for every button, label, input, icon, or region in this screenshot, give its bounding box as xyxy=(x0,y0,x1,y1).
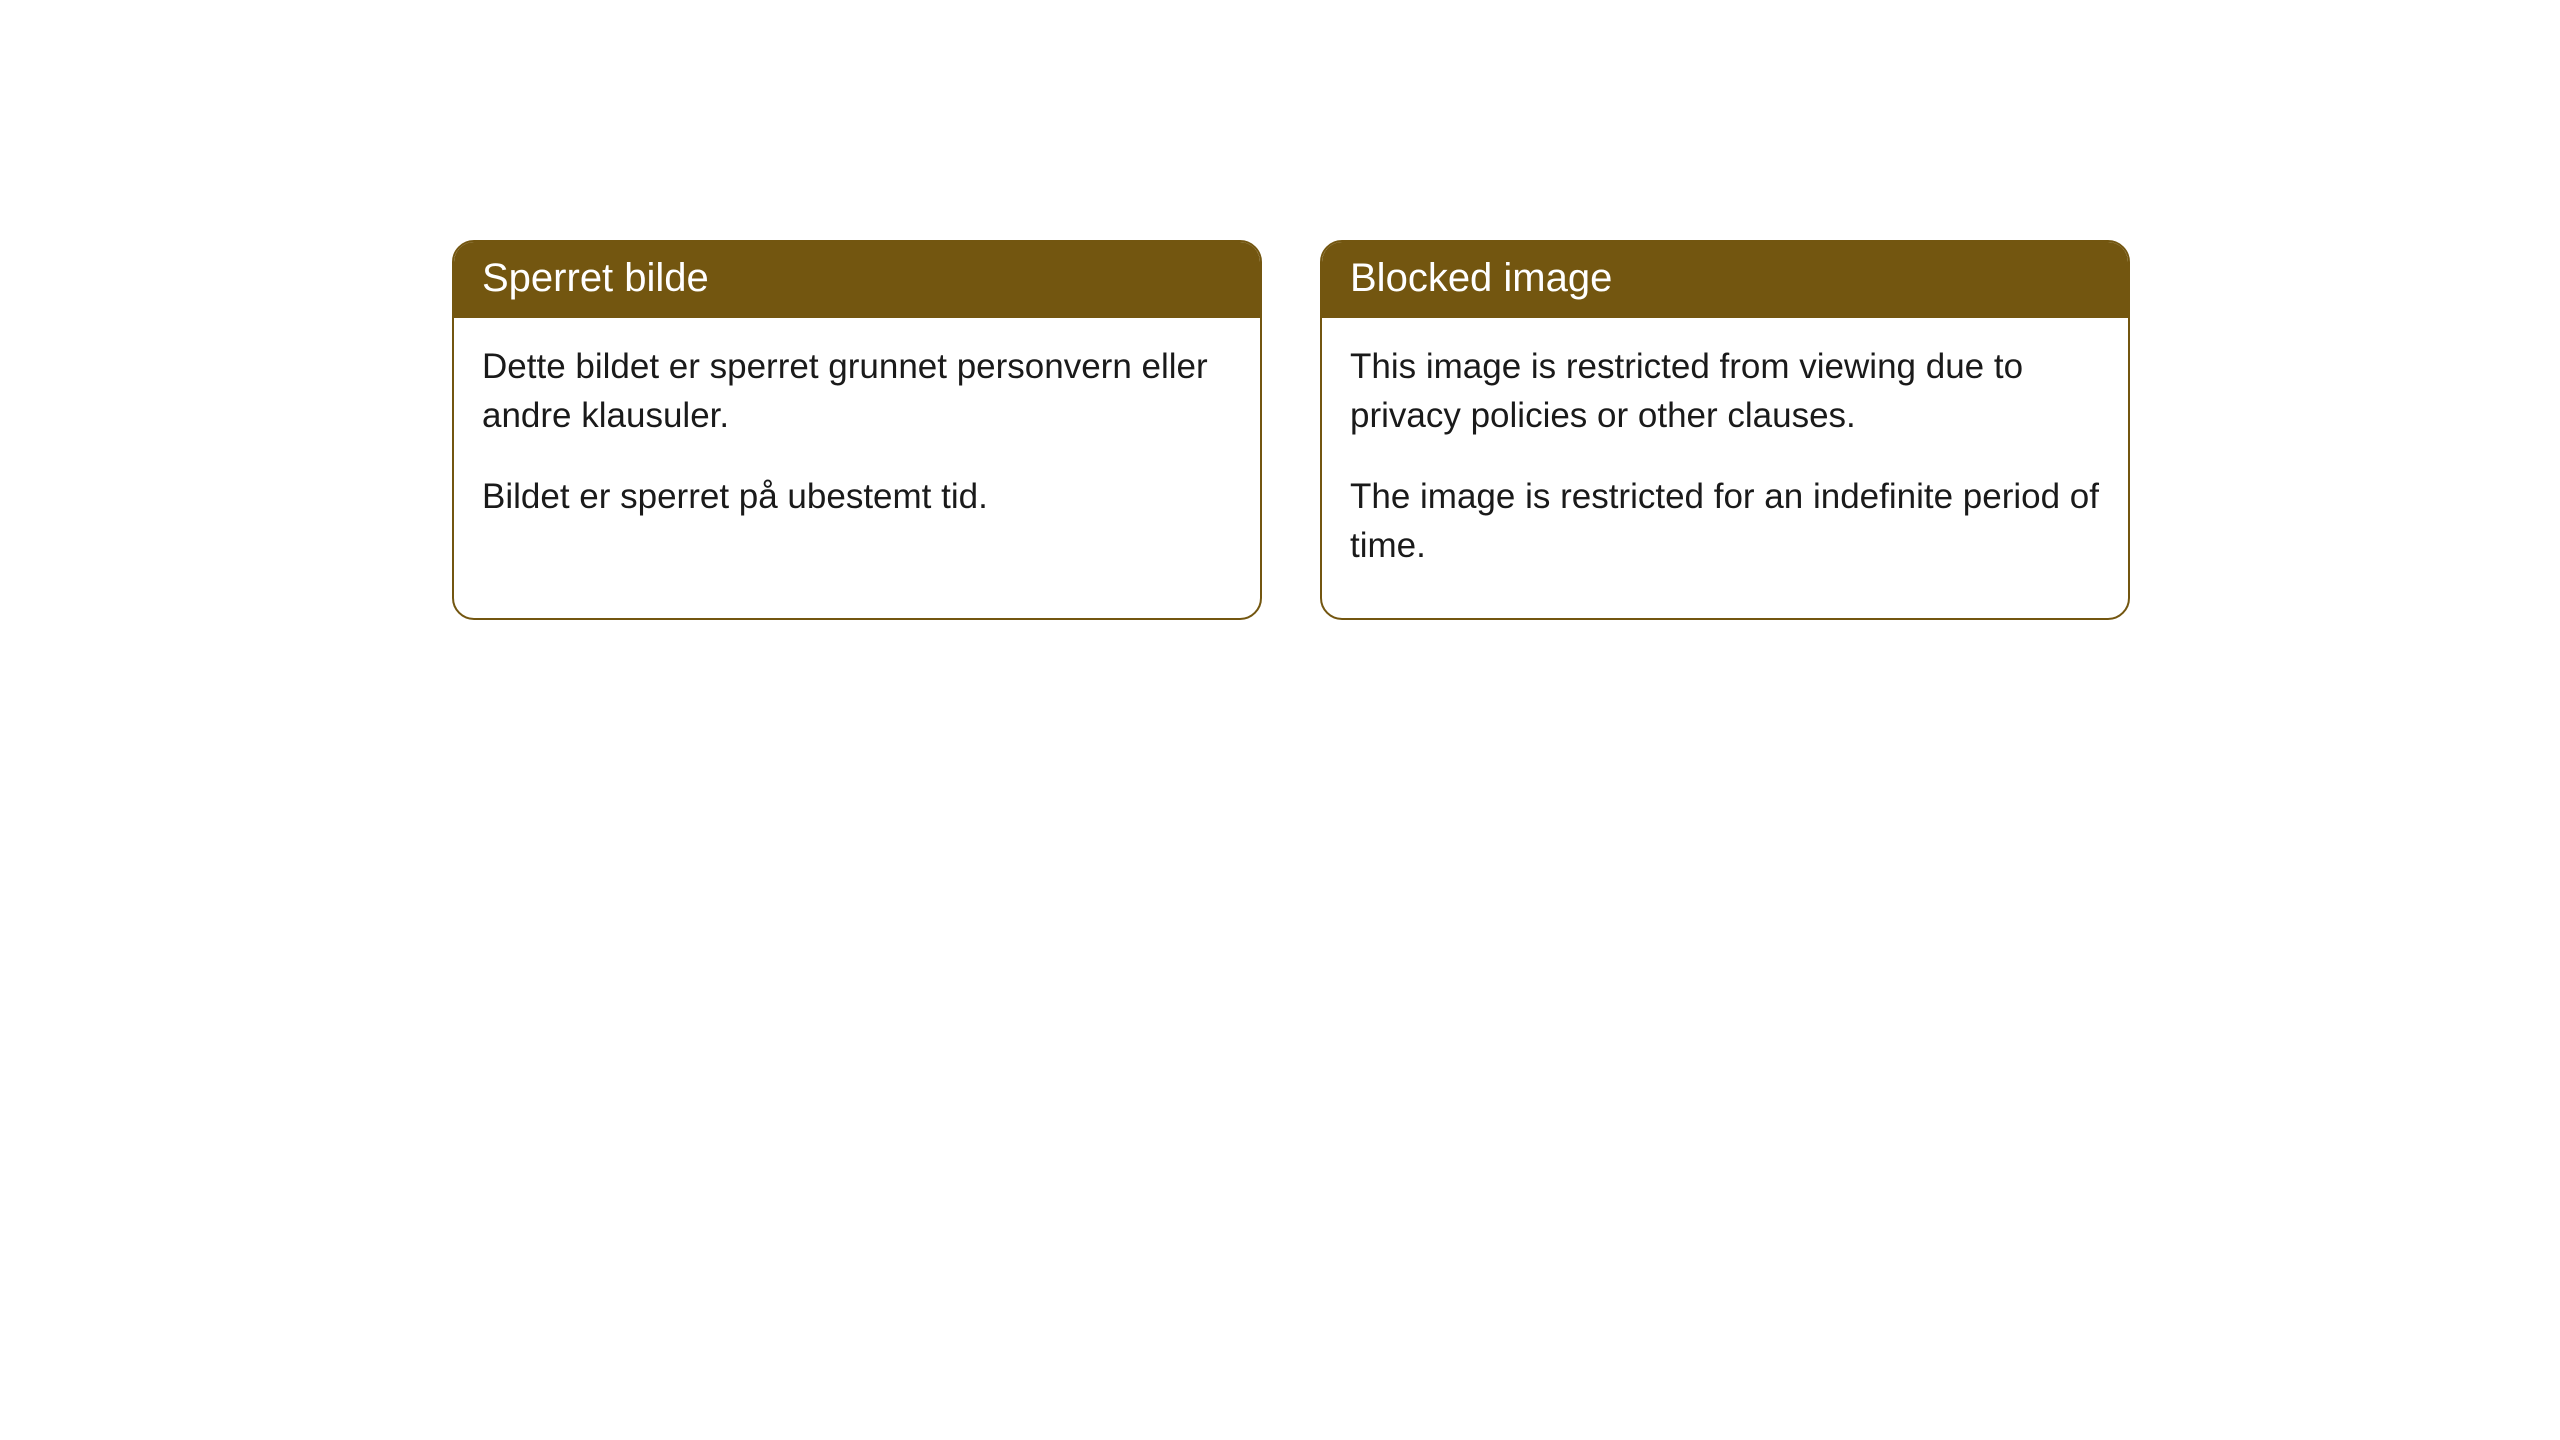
card-paragraph: Dette bildet er sperret grunnet personve… xyxy=(482,342,1232,440)
card-english: Blocked image This image is restricted f… xyxy=(1320,240,2130,620)
card-paragraph: This image is restricted from viewing du… xyxy=(1350,342,2100,440)
card-body-english: This image is restricted from viewing du… xyxy=(1322,318,2128,618)
card-header-english: Blocked image xyxy=(1322,242,2128,318)
card-paragraph: Bildet er sperret på ubestemt tid. xyxy=(482,472,1232,521)
card-paragraph: The image is restricted for an indefinit… xyxy=(1350,472,2100,570)
card-norwegian: Sperret bilde Dette bildet er sperret gr… xyxy=(452,240,1262,620)
cards-container: Sperret bilde Dette bildet er sperret gr… xyxy=(0,0,2560,620)
card-body-norwegian: Dette bildet er sperret grunnet personve… xyxy=(454,318,1260,569)
card-header-norwegian: Sperret bilde xyxy=(454,242,1260,318)
